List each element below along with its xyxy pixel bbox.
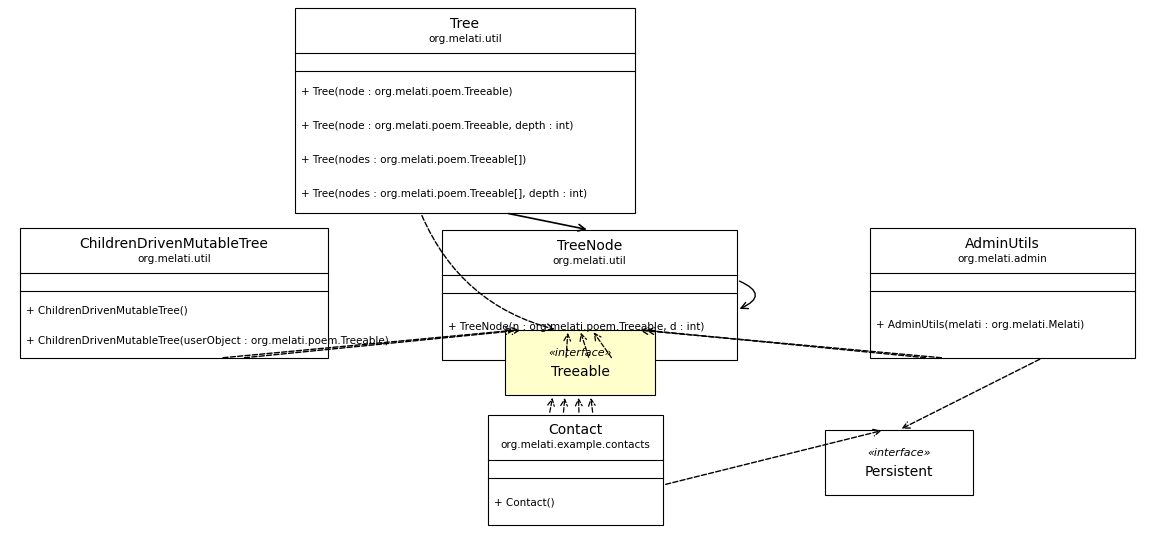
Text: + ChildrenDrivenMutableTree(): + ChildrenDrivenMutableTree() [26,305,188,315]
Text: Persistent: Persistent [865,465,933,479]
Bar [488,415,664,525]
Text: + Tree(nodes : org.melati.poem.Treeable[]): + Tree(nodes : org.melati.poem.Treeable[… [301,155,526,165]
Text: org.melati.util: org.melati.util [553,256,627,265]
Bar [870,228,1135,358]
Text: + Tree(node : org.melati.poem.Treeable, depth : int): + Tree(node : org.melati.poem.Treeable, … [301,121,574,131]
Text: + Tree(node : org.melati.poem.Treeable): + Tree(node : org.melati.poem.Treeable) [301,87,513,97]
Text: + AdminUtils(melati : org.melati.Melati): + AdminUtils(melati : org.melati.Melati) [876,321,1084,331]
Bar [20,228,328,358]
Text: org.melati.admin: org.melati.admin [957,254,1047,264]
Text: Treeable: Treeable [551,364,609,378]
Text: ChildrenDrivenMutableTree: ChildrenDrivenMutableTree [79,236,268,250]
Bar [295,8,635,213]
Bar [505,330,655,395]
Text: org.melati.util: org.melati.util [137,254,211,264]
Text: TreeNode: TreeNode [556,239,622,252]
Text: AdminUtils: AdminUtils [965,236,1040,250]
Text: + Tree(nodes : org.melati.poem.Treeable[], depth : int): + Tree(nodes : org.melati.poem.Treeable[… [301,189,588,199]
Text: + Contact(): + Contact() [494,497,554,508]
Text: «interface»: «interface» [548,348,612,359]
Bar [442,230,737,360]
Bar [825,430,973,495]
Text: Contact: Contact [548,423,602,437]
Text: org.melati.util: org.melati.util [429,33,502,43]
Text: «interface»: «interface» [867,449,931,458]
Text: org.melati.example.contacts: org.melati.example.contacts [501,441,651,450]
Text: + ChildrenDrivenMutableTree(userObject : org.melati.poem.Treeable): + ChildrenDrivenMutableTree(userObject :… [26,336,388,346]
Text: + TreeNode(n : org.melati.poem.Treeable, d : int): + TreeNode(n : org.melati.poem.Treeable,… [448,323,704,332]
Text: Tree: Tree [450,17,479,31]
